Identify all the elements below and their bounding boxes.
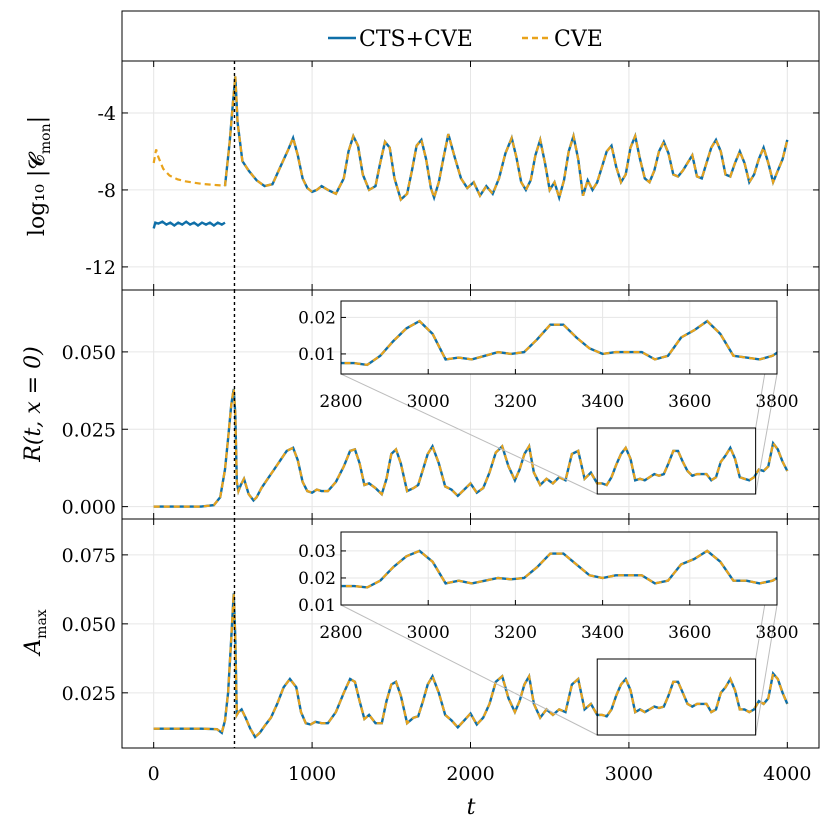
inset-xtick-label: 3200: [494, 623, 537, 643]
inset-series-group: [341, 319, 777, 367]
series-cts-cve: [223, 76, 789, 202]
inset-connector: [755, 373, 778, 495]
zoom-region-box: [596, 427, 757, 495]
ytick-label: 0.000: [62, 497, 116, 519]
legend-label-cve: CVE: [554, 27, 603, 52]
ytick-label: -4: [97, 103, 116, 125]
panel-ricci: 0.050 0.025 0.000 0.02 0.01 2800 3000 3200 3400 3…: [62, 289, 820, 520]
series-cve-early: [152, 149, 226, 187]
inset-xtick-label: 3000: [407, 623, 450, 643]
panel-amax: 0.075 0.050 0.025 0.03 0.02 0.01 2800 3000 3200 3…: [62, 518, 820, 749]
inset-ytick-label: 0.03: [298, 542, 336, 562]
inset-ytick-label: 0.02: [298, 308, 336, 328]
inset-ytick-label: 0.01: [298, 596, 336, 616]
zoom-region-box: [596, 658, 757, 736]
inset-xtick-label: 2800: [319, 392, 362, 412]
inset-xtick-label: 2800: [319, 623, 362, 643]
xtick-label-0: 0: [148, 763, 160, 785]
svg-text:Amax: Amax: [21, 609, 50, 657]
inset-background: [341, 301, 777, 374]
inset-xtick-label: 3400: [581, 392, 624, 412]
ylabel-amax-main: A: [21, 639, 46, 657]
panels: -4 -8 -12 0.050 0.025 0.000 0.02 0.01 2800 3000 32…: [62, 60, 820, 785]
inset-ricci: 0.02 0.01 2800 3000 3200 3400 3600 3800: [298, 300, 799, 412]
inset-xtick-label: 3600: [668, 392, 711, 412]
inset-series-cts-cve: [341, 319, 777, 367]
series-group: [153, 388, 789, 508]
inset-series-group: [341, 549, 777, 589]
inset-xtick-label: 3600: [668, 623, 711, 643]
panel-constraint: -4 -8 -12: [85, 60, 820, 291]
inset-xtick-label: 3800: [755, 392, 798, 412]
xtick-label-1000: 1000: [288, 763, 336, 785]
ylabel-ricci-text: R(t, x = 0): [21, 346, 46, 462]
ylabel-constraint-sub: mon: [38, 123, 54, 154]
ylabel-ricci: R(t, x = 0): [21, 346, 46, 462]
inset-connector: [340, 373, 598, 495]
ytick-label: 0.075: [62, 545, 116, 567]
series-cve: [153, 593, 789, 739]
ytick-label: -12: [85, 257, 116, 279]
inset-xtick-label: 3000: [407, 392, 450, 412]
ytick-label: 0.050: [62, 342, 116, 364]
series-group: [152, 76, 789, 229]
ytick-label: 0.025: [62, 683, 116, 705]
inset-connector: [755, 604, 778, 736]
series-group: [153, 593, 789, 739]
xaxis-title: t: [467, 795, 476, 820]
inset-background: [341, 532, 777, 605]
ylabel-constraint-main: log₁₀ |𝓒: [25, 151, 50, 236]
ytick-label: -8: [97, 180, 116, 202]
svg-text:log₁₀ |𝓒mon|: log₁₀ |𝓒mon|: [25, 116, 54, 236]
inset-ytick-label: 0.01: [298, 345, 336, 365]
ylabel-amax: Amax: [21, 609, 50, 657]
inset-ytick-label: 0.02: [298, 569, 336, 589]
legend-label-cts-cve: CTS+CVE: [359, 27, 473, 52]
inset-series-cve: [341, 549, 777, 589]
xtick-label-3000: 3000: [605, 763, 653, 785]
ylabel-amax-sub: max: [34, 609, 50, 639]
inset-connector: [340, 604, 598, 736]
inset-xtick-label: 3800: [755, 623, 798, 643]
inset-xtick-label: 3200: [494, 392, 537, 412]
ylabel-constraint: log₁₀ |𝓒mon|: [25, 116, 54, 236]
series-cts-cve-early: [152, 220, 226, 229]
xtick-label-4000: 4000: [763, 763, 811, 785]
ytick-label: 0.025: [62, 419, 116, 441]
inset-frame: [340, 300, 778, 375]
ytick-label: 0.050: [62, 614, 116, 636]
inset-frame: [340, 531, 778, 606]
ylabel-constraint-tail: |: [25, 116, 50, 123]
inset-amax: 0.03 0.02 0.01 2800 3000 3200 3400 3600 3800: [298, 531, 799, 643]
panel-frame: [121, 518, 820, 749]
inset-xtick-label: 3400: [581, 623, 624, 643]
series-cve: [153, 388, 789, 508]
xtick-label-2000: 2000: [446, 763, 494, 785]
